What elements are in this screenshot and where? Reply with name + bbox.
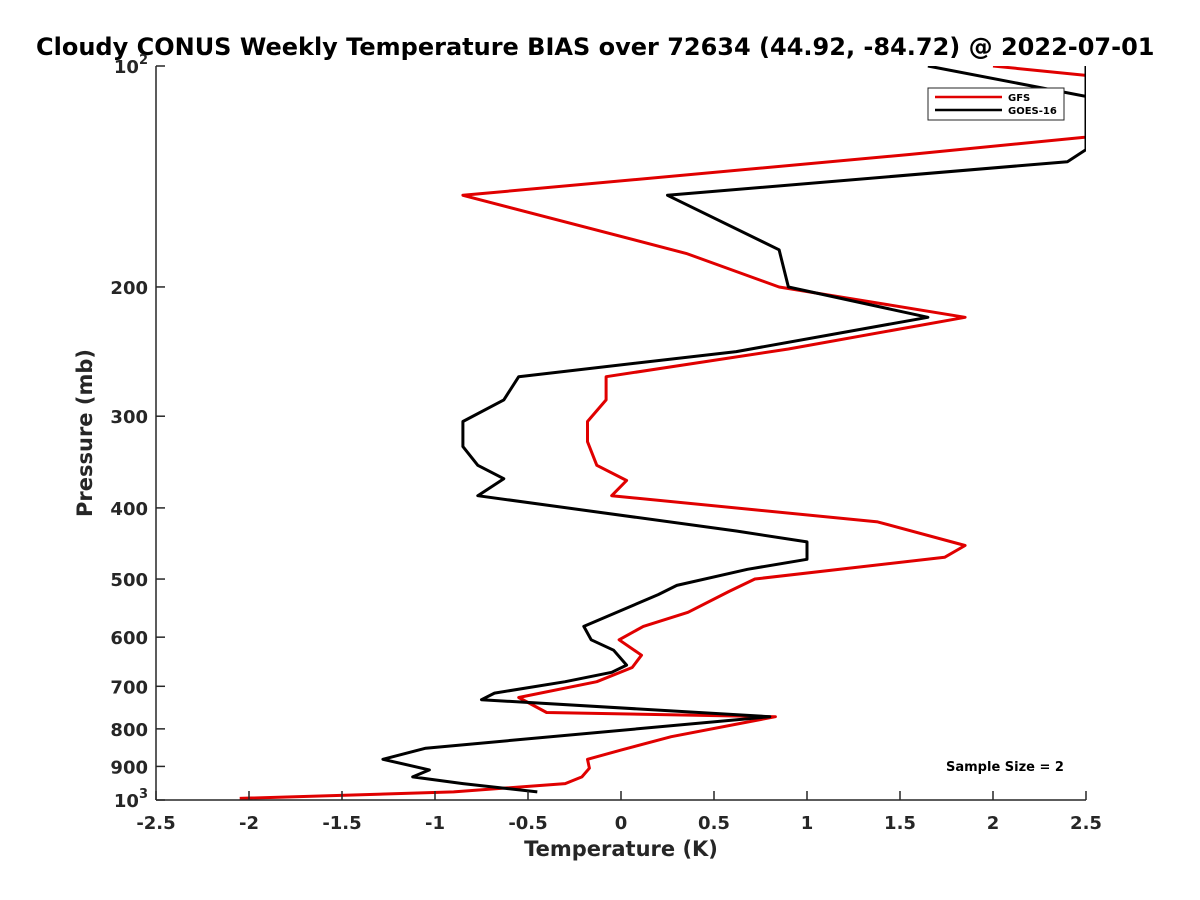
x-tick-label: 0 xyxy=(615,813,628,834)
x-tick-label: 1 xyxy=(801,813,814,834)
y-tick-label: 500 xyxy=(110,570,148,591)
x-tick-label: 2.5 xyxy=(1070,813,1102,834)
x-tick-label: 2 xyxy=(987,813,1000,834)
x-tick-label: -1 xyxy=(425,813,445,834)
y-axis-label: Pressure (mb) xyxy=(73,349,97,517)
series-line-gfs xyxy=(239,66,1086,800)
y-tick-label: 600 xyxy=(110,628,148,649)
y-tick-label: 900 xyxy=(110,757,148,778)
y-tick-label: 200 xyxy=(110,278,148,299)
x-tick-label: 1.5 xyxy=(884,813,916,834)
plot-area xyxy=(156,66,1086,800)
y-tick-label: 103 xyxy=(114,787,148,812)
y-tick-label: 400 xyxy=(110,499,148,520)
x-axis-label: Temperature (K) xyxy=(524,837,718,861)
x-tick-label: -1.5 xyxy=(322,813,361,834)
legend: GFS GOES-16 xyxy=(927,87,1065,121)
chart-title: Cloudy CONUS Weekly Temperature BIAS ove… xyxy=(36,33,1154,61)
y-tick-label: 700 xyxy=(110,677,148,698)
legend-label: GFS xyxy=(1008,93,1030,104)
legend-box xyxy=(927,87,1065,121)
y-tick-label: 300 xyxy=(110,407,148,428)
sample-size-annotation: Sample Size = 2 xyxy=(946,760,1064,775)
x-ticks: -2.5 -2 -1.5 -1 -0.5 0 0.5 1 1.5 2 2.5 xyxy=(136,791,1102,834)
x-tick-label: 0.5 xyxy=(698,813,730,834)
series-layer xyxy=(239,66,1086,800)
y-tick-label: 102 xyxy=(114,53,148,78)
series-line-goes-16 xyxy=(381,66,1086,794)
y-tick-label: 800 xyxy=(110,720,148,741)
x-tick-label: -2 xyxy=(239,813,259,834)
legend-label: GOES-16 xyxy=(1008,106,1057,117)
x-tick-label: -0.5 xyxy=(508,813,547,834)
x-tick-label: -2.5 xyxy=(136,813,175,834)
y-ticks: 102 200 300 400 500 600 700 800 900 103 xyxy=(110,53,165,812)
